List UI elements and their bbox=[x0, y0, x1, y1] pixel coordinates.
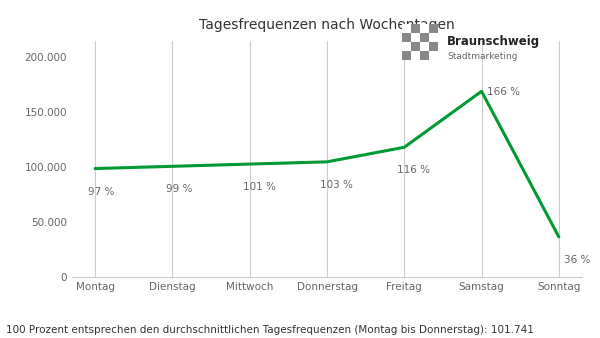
Text: 100 Prozent entsprechen den durchschnittlichen Tagesfrequenzen (Montag bis Donne: 100 Prozent entsprechen den durchschnitt… bbox=[6, 324, 534, 335]
Text: 103 %: 103 % bbox=[320, 180, 353, 190]
Bar bbox=[402, 51, 411, 60]
Bar bbox=[402, 24, 411, 33]
Bar bbox=[411, 51, 420, 60]
Bar bbox=[402, 33, 411, 42]
Text: Stadtmarketing: Stadtmarketing bbox=[447, 52, 517, 62]
Text: 101 %: 101 % bbox=[243, 182, 275, 192]
Text: Braunschweig: Braunschweig bbox=[447, 35, 540, 48]
Bar bbox=[402, 42, 411, 51]
Bar bbox=[429, 33, 438, 42]
Bar bbox=[420, 51, 429, 60]
Title: Tagesfrequenzen nach Wochentagen: Tagesfrequenzen nach Wochentagen bbox=[199, 19, 455, 32]
Text: 99 %: 99 % bbox=[166, 184, 192, 194]
Bar bbox=[420, 42, 429, 51]
Bar bbox=[411, 24, 420, 33]
Bar bbox=[429, 24, 438, 33]
Bar bbox=[420, 24, 429, 33]
Text: 36 %: 36 % bbox=[565, 255, 591, 265]
Bar bbox=[411, 33, 420, 42]
Bar bbox=[429, 42, 438, 51]
Text: 97 %: 97 % bbox=[88, 187, 115, 197]
Bar bbox=[429, 51, 438, 60]
Bar bbox=[411, 42, 420, 51]
Bar bbox=[420, 33, 429, 42]
Text: 116 %: 116 % bbox=[397, 165, 430, 175]
Text: 166 %: 166 % bbox=[487, 87, 520, 97]
